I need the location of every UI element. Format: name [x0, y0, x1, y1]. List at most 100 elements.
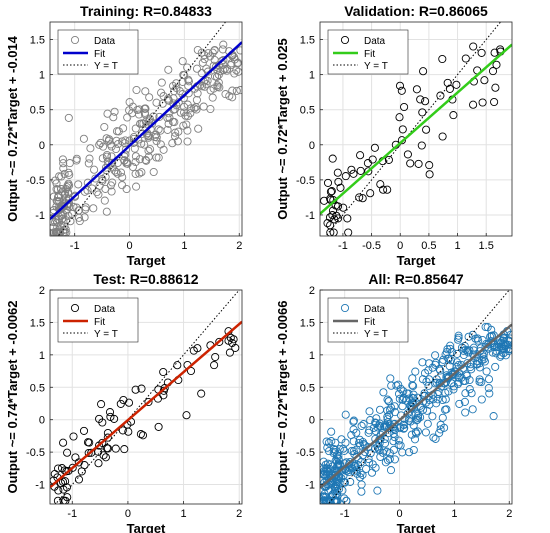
data-point: [119, 124, 128, 133]
x-axis-label: Target: [397, 253, 436, 268]
data-point: [469, 346, 478, 355]
data-point: [59, 159, 68, 168]
data-point: [403, 150, 412, 159]
axes-box: [49, 21, 243, 237]
data-point: [443, 345, 452, 354]
data-point: [197, 69, 206, 78]
data-point: [383, 456, 393, 465]
data-point: [323, 219, 332, 228]
data-point: [173, 137, 182, 146]
data-point: [327, 437, 336, 446]
data-point: [64, 188, 73, 197]
data-point: [383, 395, 392, 404]
data-point: [101, 453, 110, 462]
data-point: [135, 169, 144, 178]
data-point: [120, 156, 129, 165]
data-point: [236, 86, 242, 95]
data-point: [469, 100, 478, 109]
data-point: [504, 345, 512, 354]
identity-line: [54, 290, 240, 504]
identity-line: [327, 290, 510, 504]
data-point: [467, 389, 476, 398]
data-point: [449, 111, 458, 120]
data-point: [173, 361, 182, 370]
y-tick-label: -0.5: [296, 175, 315, 187]
data-point: [420, 369, 430, 378]
data-point: [55, 212, 64, 221]
data-point: [409, 390, 418, 399]
data-point: [408, 381, 417, 390]
data-point: [58, 155, 67, 164]
data-point: [57, 202, 67, 211]
data-point: [339, 444, 348, 453]
data-point: [370, 444, 379, 453]
data-point: [413, 427, 422, 436]
data-point: [191, 103, 200, 112]
data-point: [395, 113, 404, 122]
data-point: [144, 152, 153, 161]
data-point: [347, 464, 357, 473]
data-point: [356, 166, 365, 175]
data-point: [135, 155, 144, 164]
data-point: [421, 97, 430, 106]
data-point: [74, 180, 83, 189]
data-point: [479, 349, 488, 358]
data-point: [386, 466, 396, 475]
data-point: [67, 209, 77, 218]
data-point: [221, 90, 230, 99]
y-tick-label: 0: [309, 415, 315, 427]
data-point: [111, 444, 120, 453]
data-point: [383, 412, 392, 421]
data-point: [400, 423, 409, 433]
data-point: [109, 113, 118, 122]
data-point: [413, 415, 422, 424]
data-point: [211, 62, 220, 71]
data-point: [70, 191, 80, 200]
data-point: [469, 343, 478, 352]
data-point: [102, 134, 111, 143]
y-tick-label: -0.5: [296, 447, 315, 459]
data-point: [431, 434, 440, 443]
data-point: [228, 93, 237, 102]
data-point: [50, 217, 58, 227]
data-point: [383, 185, 392, 194]
data-point: [57, 479, 66, 488]
data-point: [52, 179, 61, 188]
y-tick-label: 1.5: [30, 35, 45, 47]
data-point: [136, 430, 145, 439]
legend-label-data: Data: [364, 304, 386, 315]
data-point: [184, 77, 193, 86]
data-point: [474, 336, 483, 345]
data-point: [490, 97, 499, 107]
data-point: [477, 378, 486, 387]
axes-box: [49, 289, 243, 505]
data-point: [84, 448, 93, 458]
data-point: [157, 88, 166, 97]
data-point: [213, 82, 222, 91]
legend-label-fit: Fit: [94, 317, 105, 328]
data-point: [472, 360, 482, 369]
data-point: [131, 385, 140, 394]
data-point: [461, 408, 470, 417]
data-point: [429, 433, 438, 442]
data-point: [130, 144, 139, 153]
data-point: [219, 55, 228, 65]
data-point: [131, 157, 140, 167]
data-point: [329, 228, 338, 236]
data-point: [89, 204, 98, 213]
data-point: [381, 458, 390, 467]
data-point: [183, 63, 192, 72]
data-point: [454, 331, 463, 340]
data-point: [364, 443, 373, 452]
data-point: [104, 160, 113, 169]
data-point: [97, 400, 106, 409]
data-point: [53, 185, 62, 194]
data-point: [492, 60, 501, 69]
data-point: [194, 124, 203, 133]
data-point: [436, 366, 445, 375]
data-point: [149, 167, 158, 177]
x-tick-label: -1: [67, 508, 77, 520]
data-point: [157, 78, 166, 87]
